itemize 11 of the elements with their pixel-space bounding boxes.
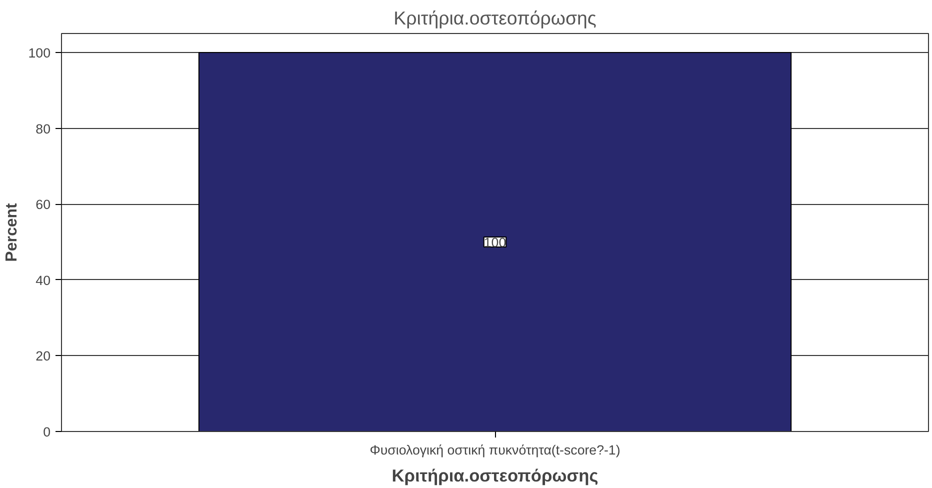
y-tick-label: 40 — [36, 272, 51, 288]
data-label: 100 — [484, 234, 506, 250]
y-tick-label: 0 — [43, 424, 51, 440]
x-axis-title: Κριτήρια.οστεοπόρωσης — [392, 466, 598, 486]
y-tick-label: 100 — [28, 45, 51, 60]
chart-title: Κριτήρια.οστεοπόρωσης — [394, 8, 596, 28]
x-tick-label: Φυσιολογική οστική πυκνότητα(t-score?-1) — [370, 442, 620, 458]
y-axis-title: Percent — [3, 202, 20, 262]
y-tick-label: 20 — [36, 348, 51, 364]
y-tick-label: 60 — [36, 197, 51, 212]
y-tick-label: 80 — [36, 121, 51, 136]
